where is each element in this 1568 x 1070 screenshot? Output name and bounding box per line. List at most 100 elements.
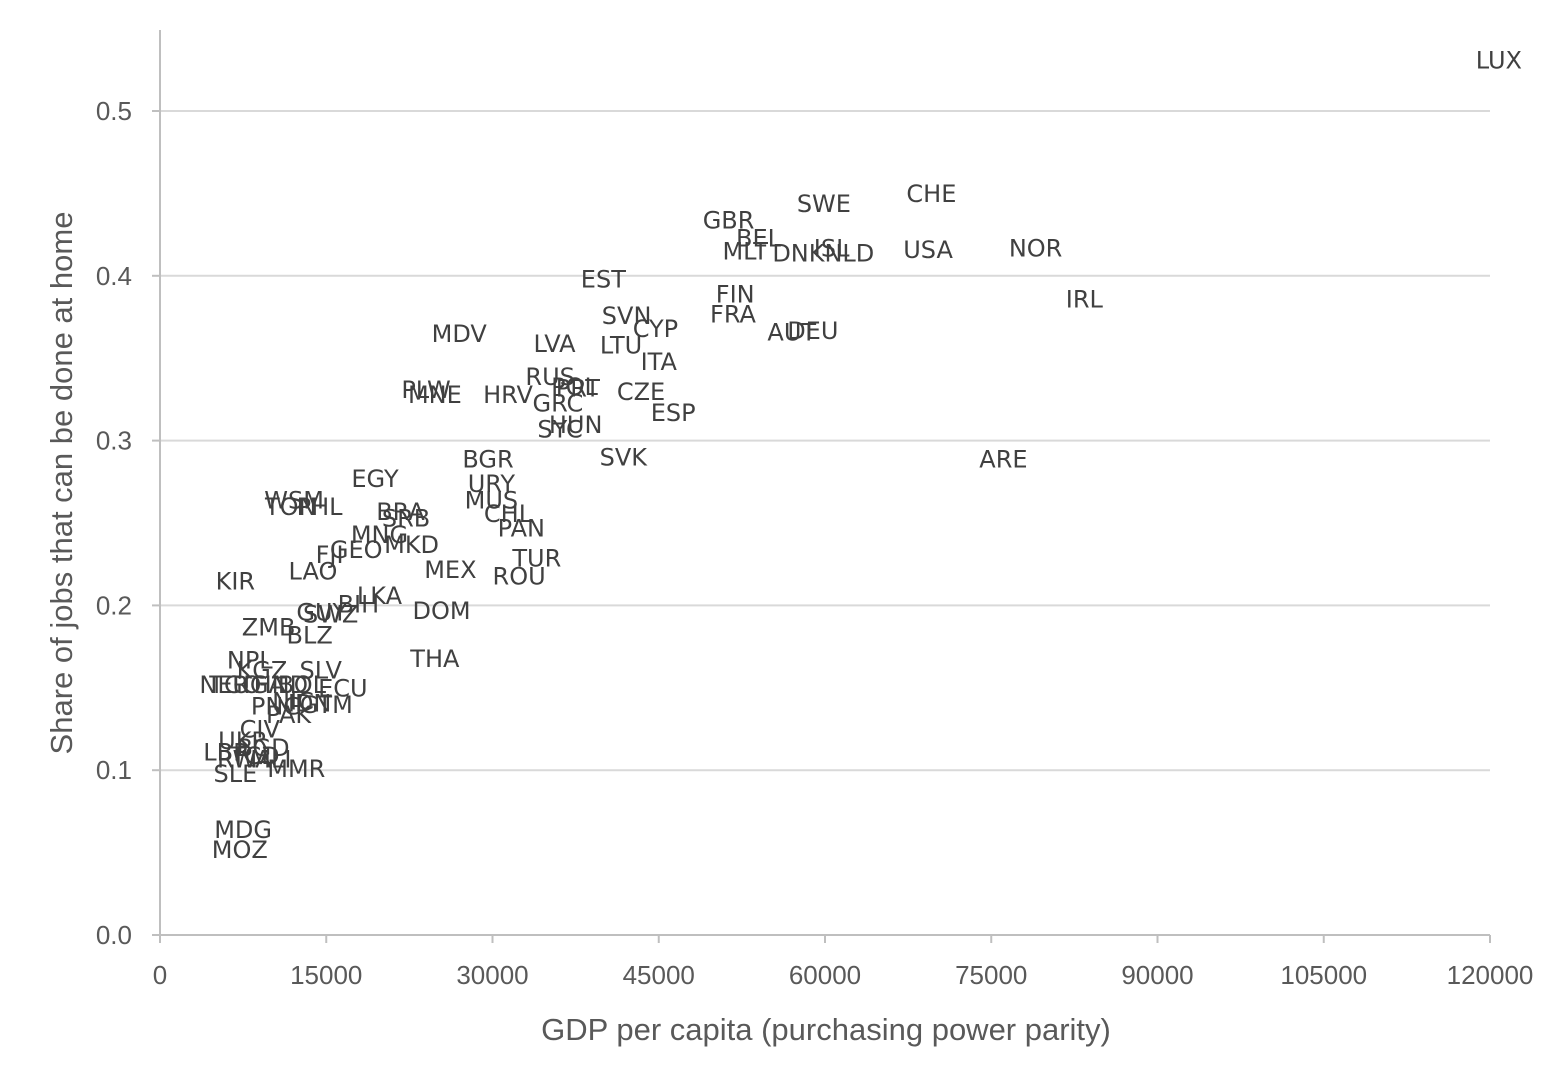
data-point-label: FRA [710, 300, 757, 328]
data-point-label: MLT [722, 238, 768, 266]
data-point-label: GTM [300, 691, 353, 719]
data-point-label: PAK [266, 701, 312, 729]
data-point-label: PLW [401, 376, 450, 404]
data-point-label: DOM [412, 597, 470, 625]
data-point-label: THA [409, 645, 460, 673]
data-point-label: BGR [462, 445, 513, 473]
data-point-label: GBR [703, 206, 755, 234]
data-point-label: GRC [532, 389, 583, 417]
data-point-label: ECU [318, 674, 368, 702]
x-tick-label: 30000 [456, 960, 528, 990]
data-point-label: SVN [602, 302, 652, 330]
data-point-label: ROU [493, 562, 546, 590]
data-point-label: IDN [288, 689, 332, 717]
x-axis-title: GDP per capita (purchasing power parity) [541, 1012, 1111, 1047]
data-point-label: NLD [824, 239, 874, 267]
data-point-label: ARE [979, 445, 1027, 473]
x-tick-label: 0 [153, 960, 167, 990]
y-tick-label: 0.0 [96, 920, 132, 950]
data-point-label: BRA [376, 498, 425, 526]
data-point-label: FJI [316, 541, 344, 569]
x-tick-label: 90000 [1121, 960, 1193, 990]
data-point-label: MOZ [212, 836, 268, 864]
data-point-label: CHE [906, 180, 956, 208]
x-tick-label: 45000 [623, 960, 695, 990]
data-point-label: GUY [296, 599, 347, 627]
data-point-label: MKD [384, 531, 439, 559]
data-point-label: LKA [357, 582, 403, 610]
data-point-label: NPL [227, 646, 273, 674]
data-point-label: WSM [264, 487, 324, 515]
data-point-label: BOL [278, 671, 327, 699]
data-point-label: TON [264, 493, 317, 521]
data-point-label: BLZ [286, 622, 332, 650]
data-point-label: SWE [797, 190, 851, 218]
data-point-label: LBR [203, 739, 250, 767]
data-point-label: SRB [382, 505, 430, 533]
data-point-label: AUT [767, 318, 816, 346]
data-point-label: BEL [736, 225, 782, 253]
x-tick-labels: 0 15000 30000 45000 60000 75000 90000 105000 120… [153, 935, 1533, 990]
data-point-label: MDG [214, 816, 272, 844]
data-point-label: LVA [534, 330, 577, 358]
data-point-label: MLI [250, 745, 291, 773]
x-tick-label: 60000 [789, 960, 861, 990]
data-point-label: CIV [240, 716, 281, 744]
data-point-label: KIR [216, 567, 256, 595]
data-point-label: PAN [498, 515, 545, 543]
data-point-label: EST [581, 266, 626, 294]
y-tick-label: 0.5 [96, 96, 132, 126]
data-point-label: LAO [289, 557, 338, 585]
data-point-label: TGO [208, 671, 261, 699]
data-point-label: MNG [351, 521, 408, 549]
data-point-label: TCD [230, 742, 280, 770]
data-point-label: MUS [465, 487, 519, 515]
data-point-label: FIN [716, 281, 755, 309]
data-point-label: UKR [218, 727, 268, 755]
data-point-label: ISL [814, 234, 850, 262]
data-point-label: SLE [213, 760, 257, 788]
y-tick-label: 0.1 [96, 755, 132, 785]
data-point-label: RUS [525, 363, 574, 391]
data-point-label: MDV [432, 320, 488, 348]
data-point-label: KGZ [237, 656, 288, 684]
data-point-label: SWZ [303, 600, 358, 628]
data-point-label: PRT [556, 375, 600, 403]
data-point-label: BIH [338, 590, 380, 618]
data-point-label: HND [254, 671, 308, 699]
data-point-label: CHL [484, 500, 533, 528]
y-tick-labels: 0.0 0.1 0.2 0.3 0.4 0.5 [96, 96, 160, 950]
y-axis-title: Share of jobs that can be done at home [44, 212, 79, 755]
data-point-label: UGA [232, 671, 285, 699]
x-tick-label: 105000 [1280, 960, 1367, 990]
data-point-label: DEU [787, 317, 838, 345]
y-tick-label: 0.2 [96, 590, 132, 620]
data-point-label: NIC [272, 688, 314, 716]
data-point-label: POL [551, 373, 598, 401]
x-tick-label: 75000 [955, 960, 1027, 990]
data-point-label: CZE [617, 378, 665, 406]
data-point-label: MEX [424, 556, 476, 584]
data-point-label: SLV [300, 656, 343, 684]
data-point-label: LTU [600, 332, 642, 360]
data-point-label: HRV [483, 381, 533, 409]
x-tick-label: 15000 [290, 960, 362, 990]
data-point-label: LUX [1476, 47, 1522, 75]
data-point-label: HUN [549, 411, 603, 439]
data-point-label: PNG [251, 693, 302, 721]
data-point-label: USA [903, 236, 953, 264]
data-point-label: IRL [1066, 286, 1104, 314]
data-point-label: MMR [267, 755, 325, 783]
data-point-label: DNK [772, 239, 825, 267]
data-point-label: SYC [537, 416, 582, 444]
data-point-label: SVK [600, 444, 649, 472]
data-point-label: GEO [330, 536, 383, 564]
data-point-label: RWA [217, 745, 272, 773]
y-tick-label: 0.3 [96, 426, 132, 456]
data-point-label: URY [468, 470, 516, 498]
gridlines [160, 110, 1490, 772]
data-point-label: CYP [633, 315, 678, 343]
data-point-label: EGY [351, 465, 399, 493]
